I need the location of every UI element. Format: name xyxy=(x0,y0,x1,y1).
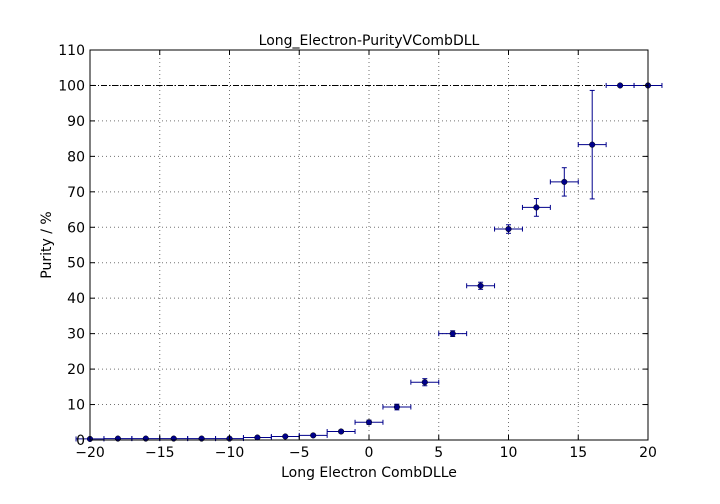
x-tick-label: −15 xyxy=(145,445,175,461)
x-tick-label: −10 xyxy=(215,445,245,461)
data-marker xyxy=(365,419,373,426)
y-tick-label: 100 xyxy=(58,78,85,94)
data-marker xyxy=(114,435,121,442)
y-tick-label: 0 xyxy=(76,433,85,449)
data-marker xyxy=(589,141,596,148)
data-point xyxy=(298,432,328,439)
data-point xyxy=(577,89,607,200)
data-point xyxy=(326,428,356,435)
y-tick-label: 30 xyxy=(67,327,85,343)
y-axis-label: Purity / % xyxy=(39,211,55,278)
x-tick-label: −5 xyxy=(289,445,310,461)
data-marker xyxy=(282,433,289,440)
x-tick-label: 20 xyxy=(639,445,657,461)
data-marker xyxy=(421,379,428,386)
y-tick-label: 40 xyxy=(67,291,85,307)
y-tick-label: 70 xyxy=(67,185,85,201)
data-point xyxy=(410,378,440,387)
data-marker xyxy=(393,403,400,411)
data-point xyxy=(466,281,496,290)
data-marker xyxy=(142,435,149,442)
data-series xyxy=(75,82,663,442)
data-marker xyxy=(505,225,512,233)
data-point xyxy=(382,403,412,411)
data-point xyxy=(494,224,523,234)
data-marker xyxy=(338,428,345,435)
data-marker xyxy=(561,178,568,185)
x-tick-label: −20 xyxy=(75,445,105,461)
data-point xyxy=(354,419,384,426)
y-tick-label: 20 xyxy=(67,362,85,378)
y-tick-label: 60 xyxy=(67,220,85,236)
x-tick-label: 10 xyxy=(500,445,518,461)
data-point xyxy=(521,198,551,217)
data-marker xyxy=(198,435,205,442)
ticks xyxy=(89,49,649,441)
y-tick-label: 50 xyxy=(67,256,85,272)
y-tick-label: 10 xyxy=(67,398,85,414)
y-tick-label: 90 xyxy=(67,114,85,130)
chart-title: Long_Electron-PurityVCombDLL xyxy=(259,33,480,49)
data-marker xyxy=(310,432,317,439)
data-marker xyxy=(449,330,456,337)
x-tick-label: 5 xyxy=(434,445,443,461)
x-tick-label: 15 xyxy=(569,445,587,461)
x-axis-label: Long Electron CombDLLe xyxy=(281,465,457,481)
y-tick-label: 110 xyxy=(58,43,85,59)
tick-labels: −20 −15 −10 −5 0 5 10 15 20 0 10 20 30 40 50 60 70 80 90 10… xyxy=(58,43,657,461)
x-tick-label: 0 xyxy=(365,445,374,461)
data-marker xyxy=(254,434,261,441)
data-marker xyxy=(170,435,177,442)
data-marker xyxy=(617,82,624,89)
data-marker xyxy=(533,204,540,211)
y-tick-label: 80 xyxy=(67,149,85,165)
data-point xyxy=(242,434,272,441)
data-point xyxy=(438,330,468,337)
data-marker xyxy=(477,282,484,289)
data-point xyxy=(549,167,579,197)
